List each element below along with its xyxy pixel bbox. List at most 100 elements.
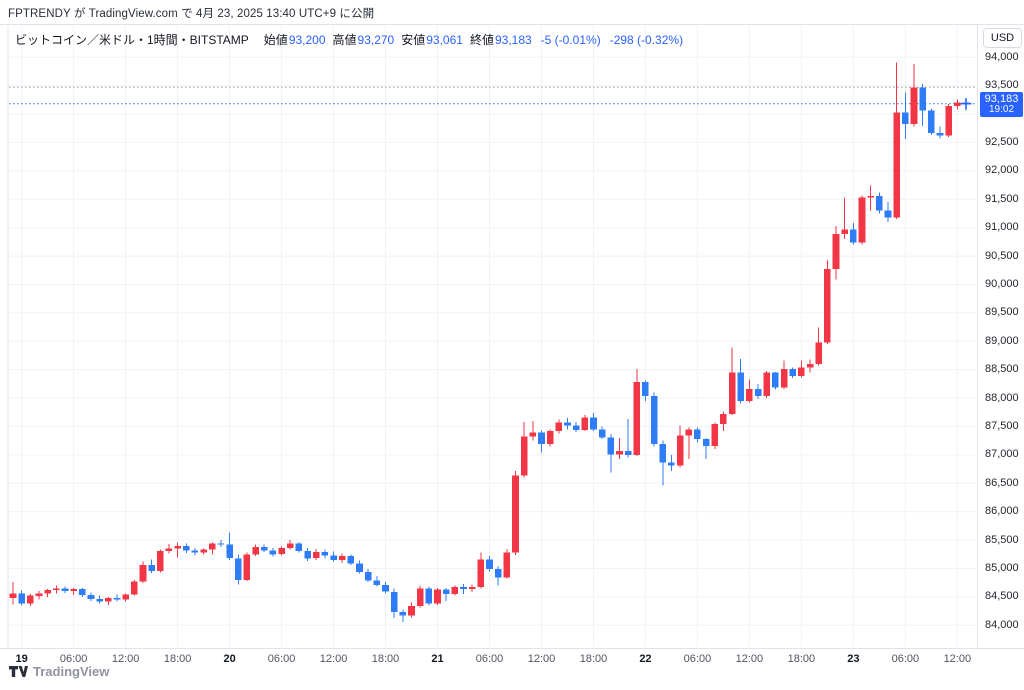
candle[interactable] [650, 395, 658, 445]
price-axis[interactable]: USD 94,000 93,500 92,500 92,000 91,500 91,000… [977, 25, 1024, 648]
time-axis[interactable]: 19 06:00 12:00 18:00 20 06:00 12:00 18:00 21 06:0… [0, 648, 1024, 671]
candle[interactable] [53, 588, 60, 591]
tradingview-attribution[interactable]: TradingView [9, 663, 109, 680]
candle[interactable] [468, 587, 476, 589]
candle[interactable] [754, 389, 762, 396]
candle[interactable] [217, 543, 225, 545]
currency-button[interactable]: USD [983, 28, 1022, 48]
candle[interactable] [243, 554, 251, 580]
candle[interactable] [260, 546, 268, 551]
candle[interactable] [338, 556, 346, 560]
candle[interactable] [486, 559, 493, 570]
candle[interactable] [139, 565, 147, 582]
candle[interactable] [382, 584, 389, 592]
candle[interactable] [581, 417, 589, 430]
candle[interactable] [546, 431, 554, 445]
candle[interactable] [789, 369, 796, 376]
candle[interactable] [616, 450, 623, 455]
candle[interactable] [555, 422, 563, 432]
candle[interactable] [70, 588, 77, 592]
candle[interactable] [44, 590, 51, 594]
candle[interactable] [442, 589, 450, 595]
candle[interactable] [87, 595, 95, 600]
candle[interactable] [304, 550, 311, 559]
time-tick-label[interactable]: 06:00 [683, 653, 712, 665]
candle[interactable] [945, 106, 952, 136]
date-tick-label[interactable]: 21 [431, 653, 444, 665]
time-tick-label[interactable]: 18:00 [787, 653, 816, 665]
candle[interactable] [676, 435, 684, 466]
candle[interactable] [633, 382, 641, 455]
candle[interactable] [174, 545, 181, 549]
candle[interactable] [399, 612, 407, 616]
candle[interactable] [858, 197, 866, 243]
candle[interactable] [312, 552, 320, 559]
candle[interactable] [668, 462, 675, 466]
candle[interactable] [538, 432, 545, 445]
candle[interactable] [9, 593, 17, 599]
candle[interactable] [598, 429, 606, 438]
candle[interactable] [364, 571, 372, 581]
candle[interactable] [694, 429, 701, 439]
time-tick-label[interactable]: 06:00 [267, 653, 296, 665]
date-tick-label[interactable]: 19 [15, 653, 28, 665]
candle[interactable] [252, 546, 259, 555]
candle[interactable] [910, 87, 918, 125]
candle[interactable] [347, 556, 355, 564]
candle[interactable] [235, 558, 242, 580]
candle[interactable] [737, 372, 744, 401]
candle[interactable] [711, 424, 719, 446]
time-tick-label[interactable]: 12:00 [943, 653, 972, 665]
chart-legend[interactable]: ビットコイン／米ドル・1時間・BITSTAMP 始値93,200 高値93,270 安… [15, 31, 683, 48]
candle[interactable] [131, 581, 138, 595]
candle[interactable] [503, 552, 511, 578]
candle[interactable] [902, 112, 909, 125]
date-tick-label[interactable]: 23 [847, 653, 860, 665]
candle[interactable] [460, 587, 467, 589]
candle[interactable] [416, 588, 424, 606]
time-tick-label[interactable]: 18:00 [579, 653, 608, 665]
candle[interactable] [269, 550, 277, 555]
candle[interactable] [79, 588, 86, 596]
candle[interactable] [832, 233, 840, 270]
candle[interactable] [226, 544, 233, 559]
candle[interactable] [191, 550, 199, 553]
time-tick-label[interactable]: 06:00 [59, 653, 88, 665]
candle[interactable] [113, 598, 121, 600]
time-tick-label[interactable]: 12:00 [527, 653, 556, 665]
symbol-title[interactable]: ビットコイン／米ドル・1時間・BITSTAMP [15, 33, 249, 47]
time-tick-label[interactable]: 18:00 [163, 653, 192, 665]
candle[interactable] [451, 587, 459, 594]
candle[interactable] [18, 593, 25, 604]
candle[interactable] [61, 588, 69, 592]
candle[interactable] [824, 269, 831, 343]
candle[interactable] [200, 549, 207, 553]
candle[interactable] [408, 606, 415, 616]
time-tick-label[interactable]: 18:00 [371, 653, 400, 665]
candle[interactable] [780, 369, 788, 388]
candle[interactable] [494, 569, 502, 578]
candle[interactable] [373, 580, 381, 585]
candle[interactable] [425, 588, 433, 604]
time-tick-label[interactable]: 06:00 [891, 653, 920, 665]
candle[interactable] [685, 429, 693, 436]
candle[interactable] [209, 543, 216, 550]
candle[interactable] [867, 195, 874, 198]
candle[interactable] [321, 552, 329, 556]
candle[interactable] [624, 450, 632, 455]
candle[interactable] [928, 110, 935, 133]
candle[interactable] [720, 414, 727, 425]
candle[interactable] [607, 437, 615, 455]
candle[interactable] [477, 559, 485, 588]
candle[interactable] [278, 548, 285, 555]
candle[interactable] [512, 475, 519, 553]
candle[interactable] [122, 594, 129, 600]
date-tick-label[interactable]: 22 [639, 653, 652, 665]
candle[interactable] [157, 550, 164, 571]
candle[interactable] [390, 591, 398, 613]
candle[interactable] [642, 382, 649, 396]
candle[interactable] [954, 102, 961, 107]
candle[interactable] [876, 195, 883, 211]
candle[interactable] [798, 367, 805, 376]
